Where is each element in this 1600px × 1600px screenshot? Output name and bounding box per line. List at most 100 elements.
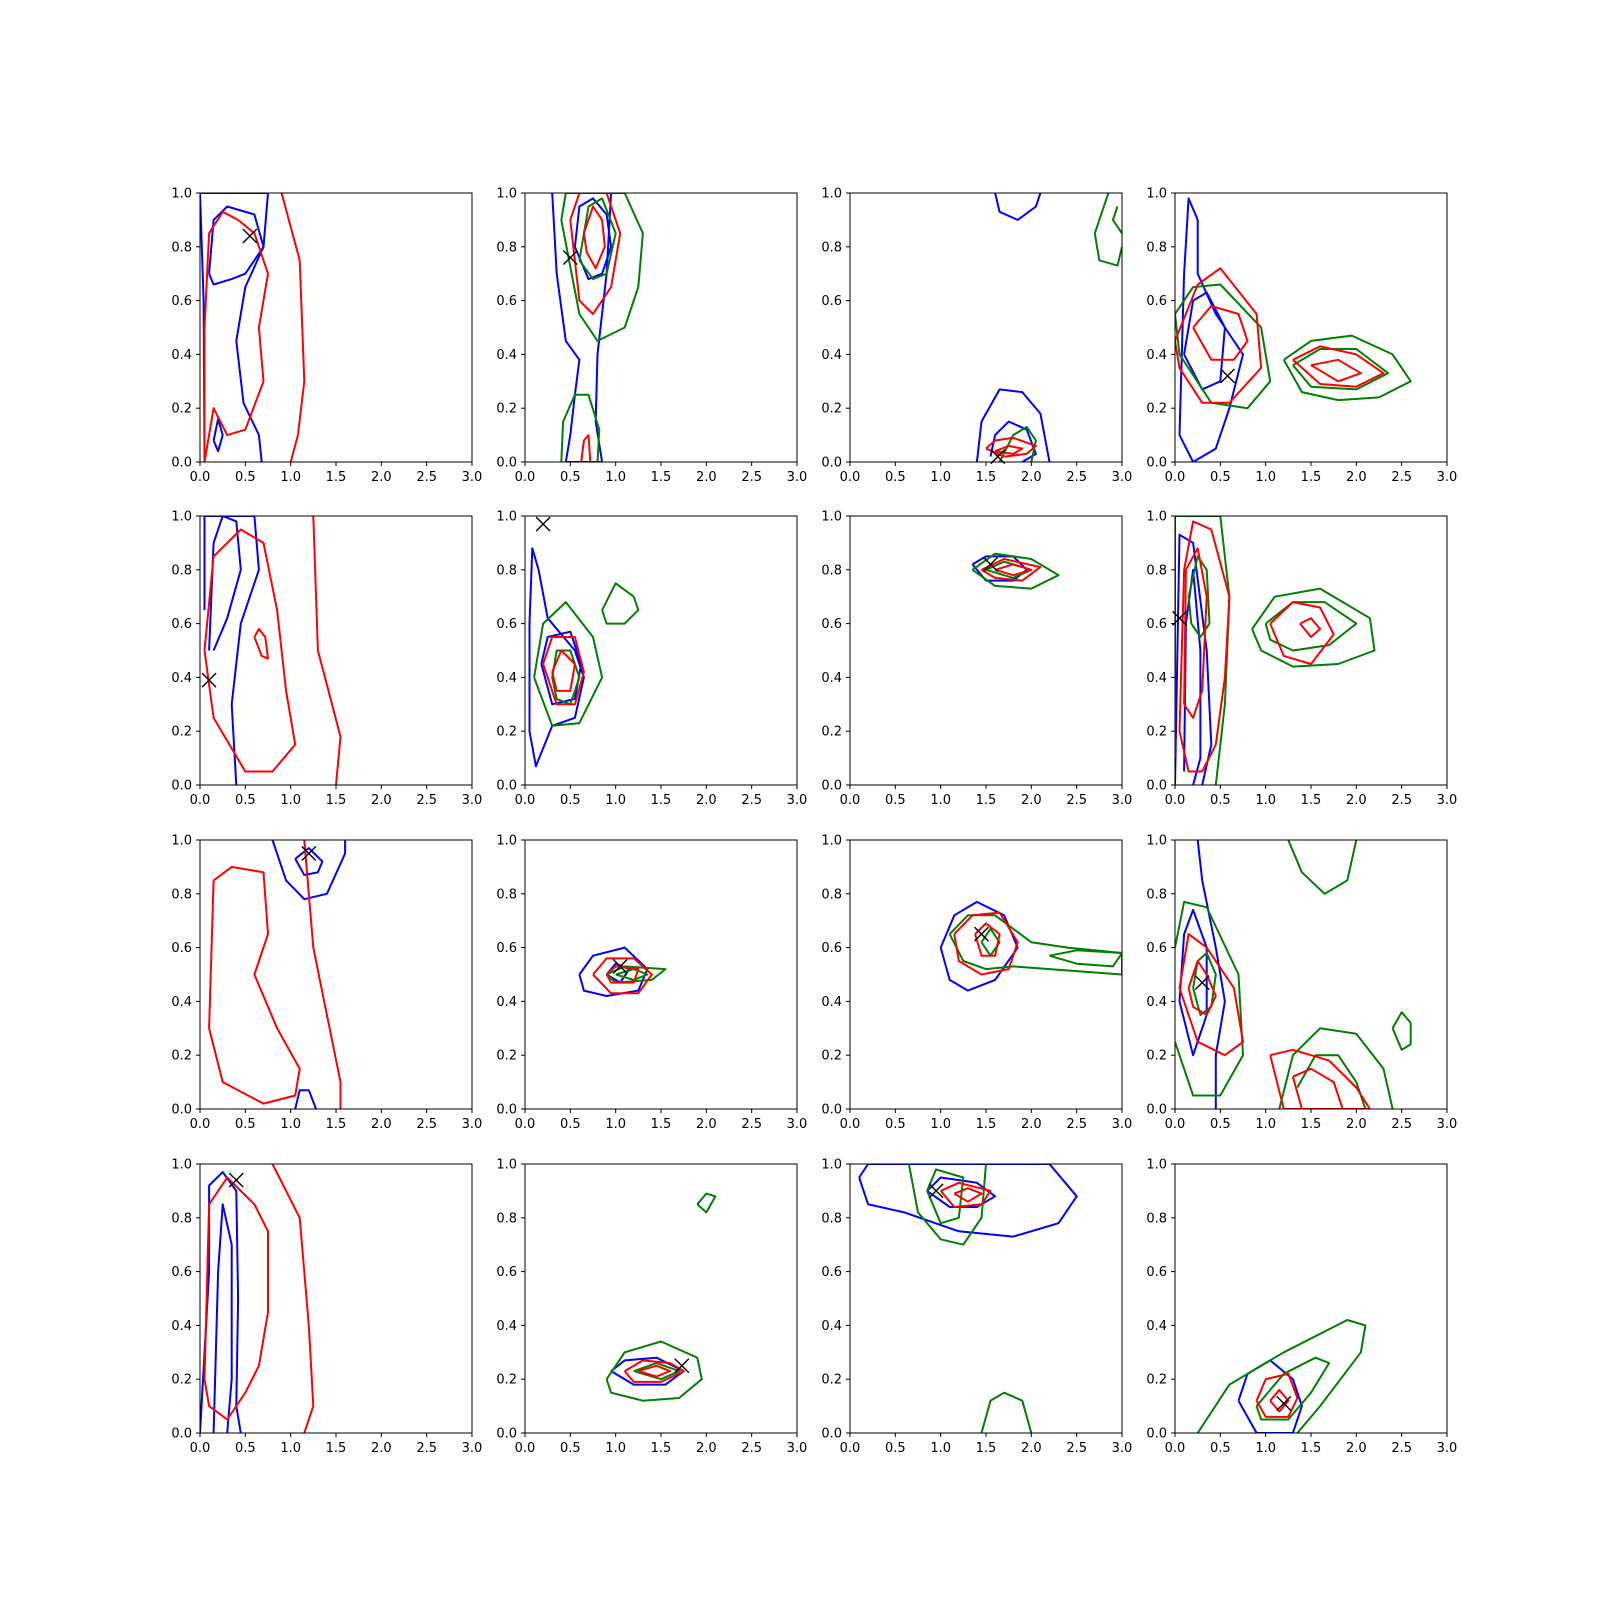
red-contour-line [208,865,301,1105]
y-tick-label: 0.8 [496,563,517,578]
red-contour-line [1299,617,1322,638]
y-tick-label: 0.2 [1146,1049,1167,1064]
y-tick-label: 0.6 [171,294,192,309]
y-tick-label: 1.0 [171,834,192,849]
y-tick-label: 0.2 [821,1049,842,1064]
green-contour-line [560,393,601,462]
red-contour-line [953,911,1019,976]
y-tick-label: 0.8 [821,1211,842,1226]
truth-marker [228,1172,244,1188]
y-tick-label: 0.4 [171,671,192,686]
y-tick-label: 0.6 [171,1265,192,1280]
y-tick-label: 1.0 [496,1158,517,1173]
green-contour-line [1251,587,1376,668]
red-contour-line [1175,267,1263,404]
red-contour-line [253,628,269,660]
plot-area [528,547,640,768]
green-contour-line [948,914,1122,976]
red-contour-line [1269,1389,1290,1413]
x-tick-label: 0.0 [515,1117,536,1132]
green-contour-line [1391,1011,1412,1051]
x-tick-label: 2.5 [1391,1441,1412,1456]
x-tick-label: 0.0 [190,1441,211,1456]
truth-marker [562,250,578,266]
green-contour-line [615,968,649,981]
x-tick-label: 0.5 [1210,1117,1231,1132]
red-contour-line [271,1164,315,1433]
truth-marker [301,845,317,861]
x-tick-label: 0.0 [840,793,861,808]
plot-area [971,552,1060,590]
green-contour-line [980,927,1001,957]
truth-marker [242,228,258,244]
x-tick-label: 0.5 [885,793,906,808]
green-contour-line [1282,334,1412,402]
green-contour-line [533,601,604,727]
red-contour-line [638,1364,672,1378]
red-contour-line [592,957,653,995]
y-tick-label: 0.0 [496,1427,517,1442]
x-tick-label: 1.0 [930,1117,951,1132]
x-tick-label: 3.0 [787,1117,808,1132]
green-contour-line [980,1391,1033,1433]
blue-contour-line [528,547,585,768]
y-tick-label: 0.8 [821,563,842,578]
x-tick-label: 0.5 [1210,470,1231,485]
x-tick-label: 0.0 [190,470,211,485]
x-tick-label: 1.5 [326,793,347,808]
green-contour-line [1287,840,1358,895]
red-contour-line [580,434,592,462]
x-tick-label: 0.0 [190,793,211,808]
x-tick-label: 1.5 [651,1441,672,1456]
green-contour-line [1093,193,1122,267]
x-tick-label: 1.5 [326,1117,347,1132]
x-tick-label: 2.5 [1391,470,1412,485]
y-tick-label: 0.0 [171,1103,192,1118]
subplot-r2c2: 0.0 0.5 1.0 1.5 2.0 2.5 3.0 0.0 0.2 0.4 0.6 0.8 1.0 [496,510,807,809]
green-contour-line [551,649,581,706]
x-tick-label: 1.5 [976,470,997,485]
x-tick-label: 2.0 [1346,1441,1367,1456]
y-tick-label: 1.0 [821,510,842,525]
y-tick-label: 0.6 [821,294,842,309]
x-tick-label: 0.0 [840,1441,861,1456]
x-tick-label: 2.0 [1346,793,1367,808]
green-contour-line [1296,1054,1367,1109]
subplot-r3c4: 0.0 0.5 1.0 1.5 2.0 2.5 3.0 0.0 0.2 0.4 0.6 0.8 1.0 [1146,834,1457,1133]
plot-area [208,840,347,1109]
x-tick-label: 0.5 [235,1441,256,1456]
red-contour-line [303,840,342,1109]
truth-marker [990,449,1006,465]
y-tick-label: 1.0 [821,1158,842,1173]
red-contour-line [994,563,1033,577]
y-tick-label: 0.4 [1146,671,1167,686]
x-tick-label: 2.0 [696,1117,717,1132]
x-tick-label: 0.0 [515,1441,536,1456]
x-tick-label: 2.0 [371,1117,392,1132]
x-tick-label: 0.0 [515,470,536,485]
x-tick-label: 2.5 [1066,470,1087,485]
red-contour-line [980,558,1042,582]
y-tick-label: 0.6 [1146,1265,1167,1280]
red-contour-line [1292,345,1385,388]
subplot-r1c2: 0.0 0.5 1.0 1.5 2.0 2.5 3.0 0.0 0.2 0.4 0.6 0.8 1.0 [496,187,807,486]
red-contour-line [953,1187,983,1203]
blue-contour-line [994,193,1042,221]
truth-marker [928,1183,944,1199]
green-contour-line [1175,516,1231,785]
x-tick-label: 1.0 [280,1441,301,1456]
blue-contour-line [212,1203,233,1433]
y-tick-label: 1.0 [1146,510,1167,525]
blue-contour-line [573,197,613,281]
truth-marker [1194,975,1210,991]
red-contour-line [1178,520,1231,773]
x-tick-label: 2.0 [371,1441,392,1456]
subplot-r2c4: 0.0 0.5 1.0 1.5 2.0 2.5 3.0 0.0 0.2 0.4 0.6 0.8 1.0 [1146,510,1457,809]
red-contour-line [312,516,342,785]
y-tick-label: 0.8 [496,1211,517,1226]
y-tick-label: 0.8 [821,887,842,902]
y-tick-label: 0.0 [1146,779,1167,794]
plot-area [551,193,644,462]
green-contour-line [971,552,1060,590]
